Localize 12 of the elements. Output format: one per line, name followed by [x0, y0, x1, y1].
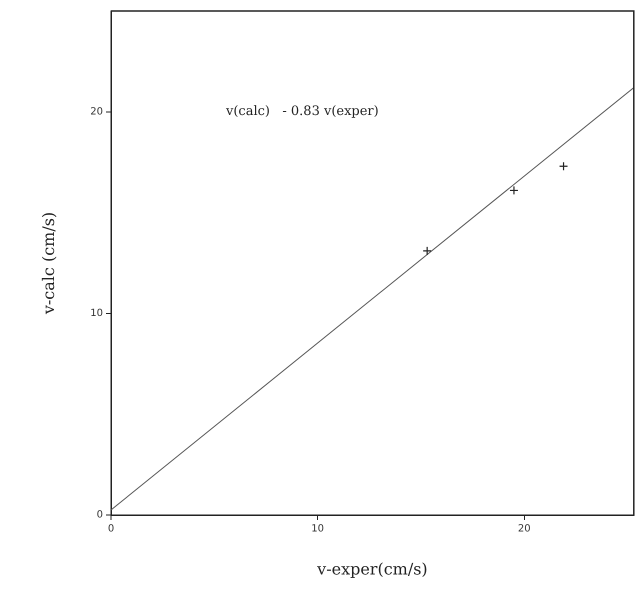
y-tick-label: 20	[90, 106, 103, 118]
x-tick-label: 20	[518, 524, 531, 535]
annotation: v(calc) - 0.83 v(exper)	[225, 104, 379, 120]
y-tick-label: 10	[90, 308, 103, 319]
x-tick-label: 10	[311, 524, 324, 535]
point	[558, 162, 568, 171]
x-tick-label: 0	[108, 524, 114, 535]
x-axis-title: v-exper(cm/s)	[316, 560, 428, 579]
point	[422, 246, 432, 256]
y-tick-label: 0	[96, 510, 103, 521]
point	[509, 186, 519, 196]
y-axis-title: v-calc (cm/s)	[38, 212, 58, 316]
